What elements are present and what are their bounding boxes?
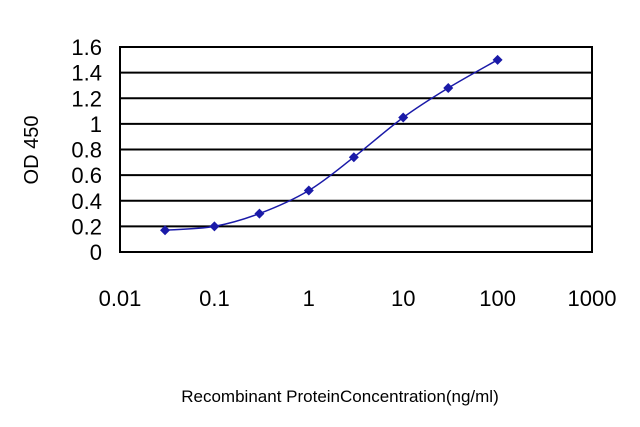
x-tick-label: 10 — [391, 286, 415, 311]
x-axis-title: Recombinant ProteinConcentration(ng/ml) — [181, 387, 499, 406]
data-point-marker — [443, 83, 454, 93]
x-tick-label: 100 — [479, 286, 516, 311]
x-tick-label: 0.01 — [99, 286, 142, 311]
y-tick-label: 1.6 — [71, 35, 102, 60]
x-tick-label: 1 — [303, 286, 315, 311]
grid-lines — [120, 71, 592, 228]
x-tick-label: 1000 — [568, 286, 617, 311]
data-point-marker — [209, 221, 220, 232]
data-point-marker — [348, 152, 359, 163]
y-tick-label: 0.6 — [71, 163, 102, 188]
x-tick-labels: 0.01 0.1 1 10 100 1000 — [99, 286, 617, 311]
y-tick-label: 0.8 — [71, 138, 102, 163]
y-tick-label: 0 — [90, 240, 102, 265]
data-point-marker — [303, 185, 314, 196]
y-axis-title: OD 450 — [21, 116, 43, 185]
data-point-marker — [160, 225, 171, 236]
data-point-marker — [398, 112, 409, 123]
x-tick-label: 0.1 — [199, 286, 230, 311]
y-tick-label: 1.2 — [71, 86, 102, 111]
y-tick-labels: 00.20.40.60.811.21.41.6 — [71, 35, 102, 265]
y-tick-label: 0.2 — [71, 214, 102, 239]
data-point-marker — [492, 54, 503, 65]
y-tick-label: 0.4 — [71, 189, 102, 214]
series-group — [160, 54, 503, 236]
data-point-marker — [254, 208, 265, 219]
y-tick-label: 1 — [90, 112, 102, 137]
y-tick-label: 1.4 — [71, 61, 102, 86]
